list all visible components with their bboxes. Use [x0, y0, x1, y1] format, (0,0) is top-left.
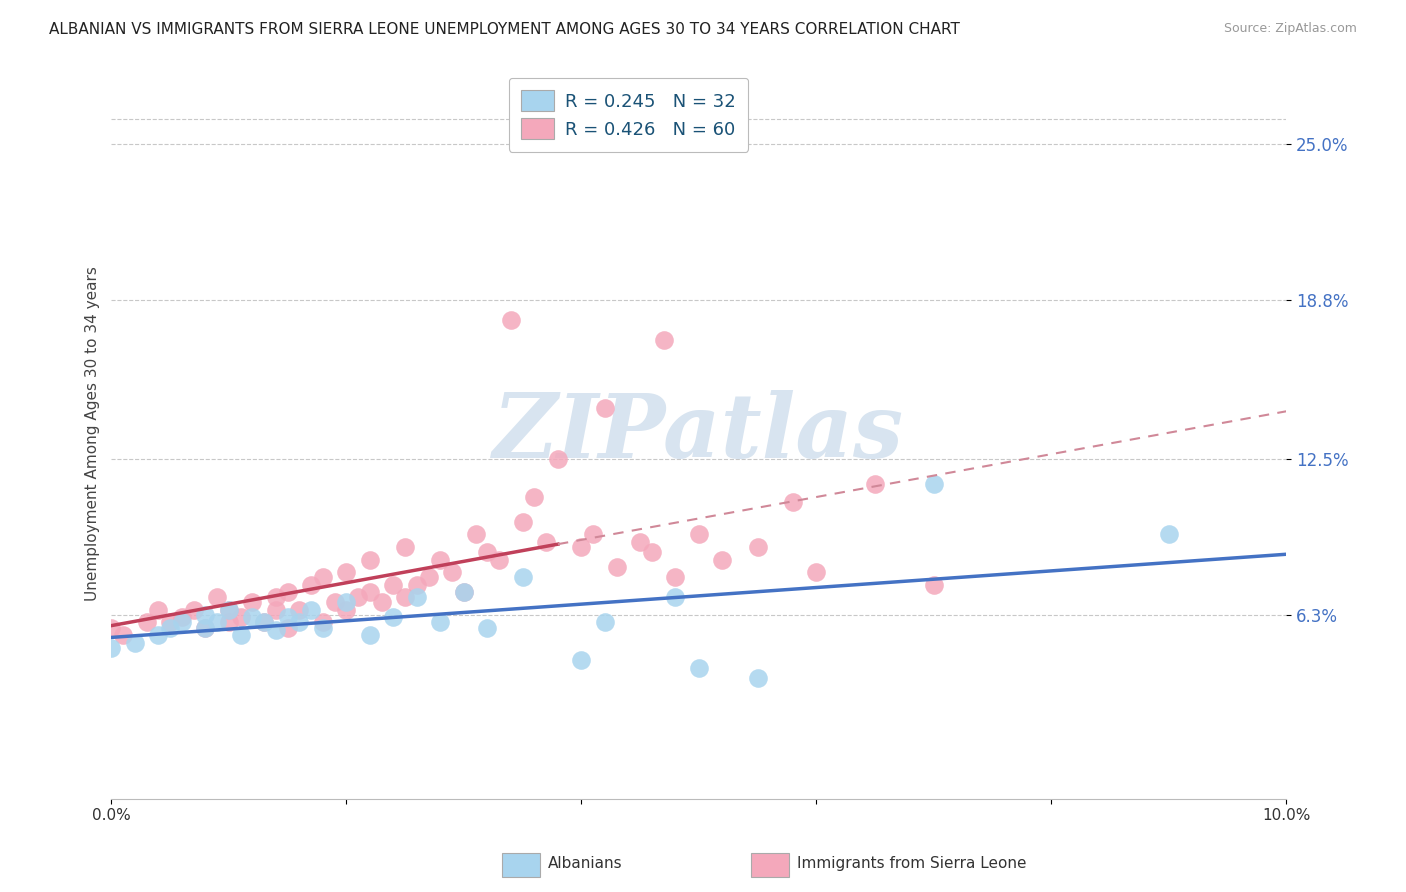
Point — [512, 515, 534, 529]
Text: Albanians: Albanians — [548, 856, 623, 871]
Point — [1157, 527, 1180, 541]
Point — [335, 595, 357, 609]
Point — [922, 477, 945, 491]
Point — [593, 615, 616, 630]
Point — [323, 595, 346, 609]
Point — [335, 603, 357, 617]
Point — [863, 477, 886, 491]
Point — [406, 591, 429, 605]
Point — [547, 451, 569, 466]
Point — [922, 578, 945, 592]
Point — [477, 621, 499, 635]
Point — [218, 615, 240, 630]
Point — [312, 621, 335, 635]
Point — [782, 494, 804, 508]
Point — [100, 621, 122, 635]
Point — [112, 628, 135, 642]
Point — [264, 591, 287, 605]
Point — [335, 565, 357, 579]
Point — [464, 527, 486, 541]
Point — [406, 578, 429, 592]
Point — [664, 570, 686, 584]
Point — [488, 552, 510, 566]
Point — [148, 603, 170, 617]
Point — [582, 527, 605, 541]
Point — [688, 527, 710, 541]
Point — [429, 552, 451, 566]
Point — [688, 661, 710, 675]
Point — [593, 401, 616, 416]
Point — [299, 578, 322, 592]
Point — [382, 610, 405, 624]
Point — [264, 603, 287, 617]
Point — [382, 578, 405, 592]
Point — [571, 540, 593, 554]
Point — [606, 560, 628, 574]
Point — [477, 545, 499, 559]
Point — [170, 610, 193, 624]
Point — [441, 565, 464, 579]
Text: ZIPatlas: ZIPatlas — [494, 391, 904, 477]
Point — [100, 640, 122, 655]
Point — [277, 585, 299, 599]
Point — [299, 603, 322, 617]
Point — [418, 570, 440, 584]
Text: Source: ZipAtlas.com: Source: ZipAtlas.com — [1223, 22, 1357, 36]
Point — [806, 565, 828, 579]
Point — [135, 615, 157, 630]
Point — [253, 615, 276, 630]
Y-axis label: Unemployment Among Ages 30 to 34 years: Unemployment Among Ages 30 to 34 years — [86, 266, 100, 601]
Point — [218, 603, 240, 617]
Point — [747, 671, 769, 685]
Point — [499, 313, 522, 327]
Point — [394, 591, 416, 605]
Text: Immigrants from Sierra Leone: Immigrants from Sierra Leone — [797, 856, 1026, 871]
Point — [159, 615, 181, 630]
Point — [394, 540, 416, 554]
Point — [253, 615, 276, 630]
Point — [664, 591, 686, 605]
Point — [711, 552, 734, 566]
Point — [641, 545, 664, 559]
Point — [312, 570, 335, 584]
Text: ALBANIAN VS IMMIGRANTS FROM SIERRA LEONE UNEMPLOYMENT AMONG AGES 30 TO 34 YEARS : ALBANIAN VS IMMIGRANTS FROM SIERRA LEONE… — [49, 22, 960, 37]
Point — [277, 621, 299, 635]
Point — [652, 334, 675, 348]
Point — [312, 615, 335, 630]
Point — [170, 615, 193, 630]
Point — [359, 552, 381, 566]
Point — [453, 585, 475, 599]
Point — [264, 623, 287, 637]
Legend: R = 0.245   N = 32, R = 0.426   N = 60: R = 0.245 N = 32, R = 0.426 N = 60 — [509, 78, 748, 152]
Point — [512, 570, 534, 584]
Point — [194, 621, 217, 635]
Point — [229, 628, 252, 642]
Point — [288, 615, 311, 630]
Point — [370, 595, 392, 609]
Point — [628, 535, 651, 549]
Point — [359, 628, 381, 642]
Point — [453, 585, 475, 599]
Point — [288, 603, 311, 617]
Point — [205, 615, 228, 630]
Point — [194, 621, 217, 635]
Point — [229, 610, 252, 624]
Point — [747, 540, 769, 554]
Point — [347, 591, 370, 605]
Point — [183, 603, 205, 617]
Point — [534, 535, 557, 549]
Point — [429, 615, 451, 630]
Point — [242, 595, 264, 609]
Point — [218, 603, 240, 617]
Point — [571, 653, 593, 667]
Point — [148, 628, 170, 642]
Point — [159, 621, 181, 635]
Point — [359, 585, 381, 599]
Point — [205, 591, 228, 605]
Point — [277, 610, 299, 624]
Point — [523, 490, 546, 504]
Point — [194, 607, 217, 622]
Point — [242, 610, 264, 624]
Point — [124, 635, 146, 649]
